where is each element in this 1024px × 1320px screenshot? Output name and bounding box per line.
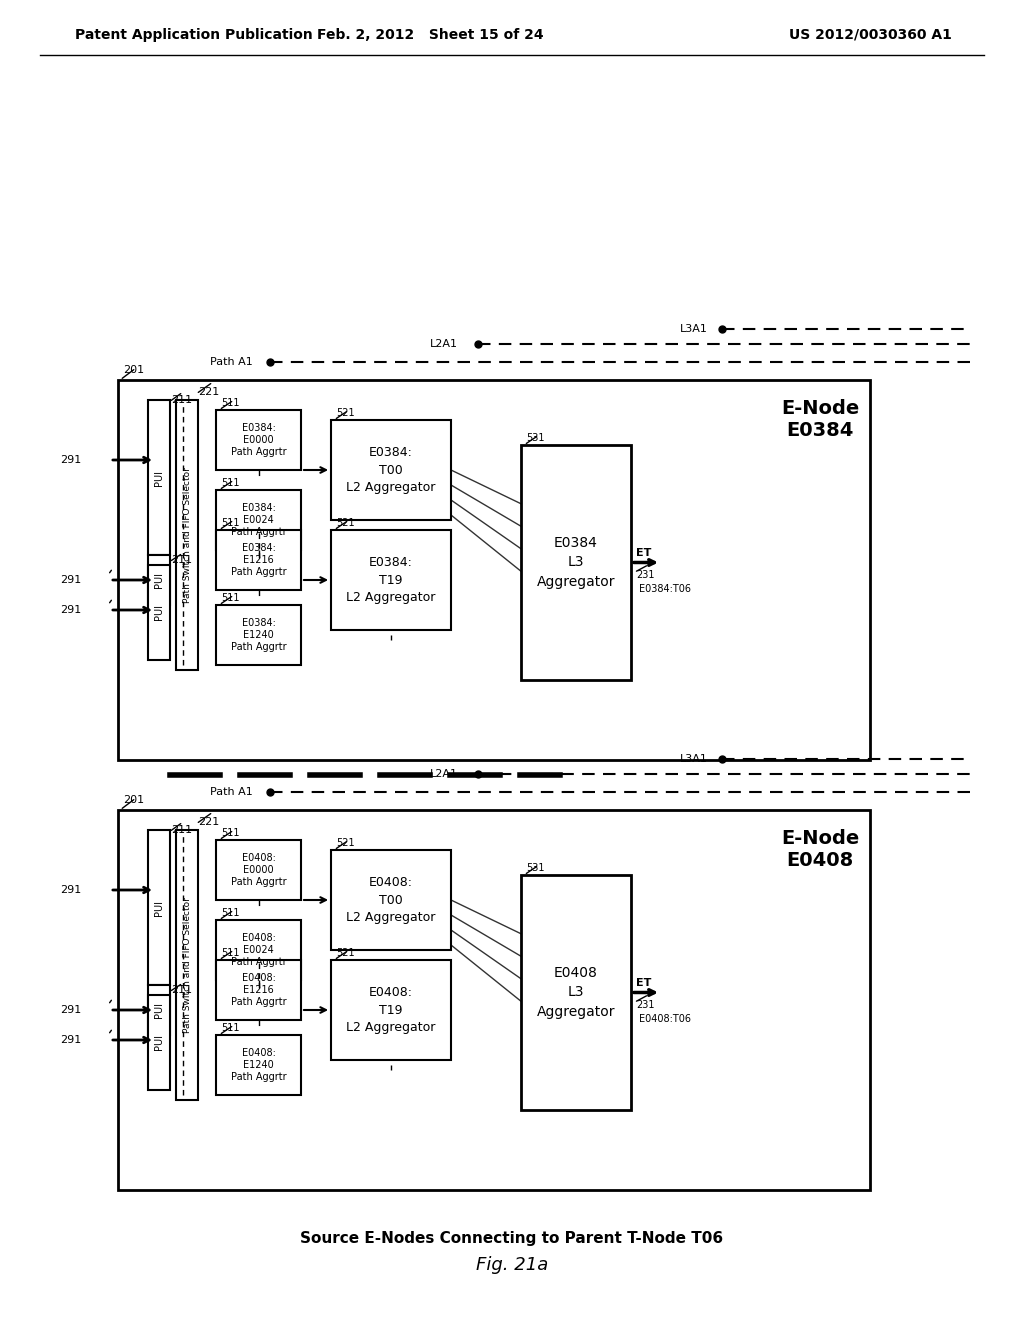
Text: L3A1: L3A1 (680, 754, 708, 764)
Text: 291: 291 (60, 455, 81, 465)
Text: 511: 511 (221, 517, 240, 528)
Text: PUI: PUI (154, 1002, 164, 1018)
Text: E0384:
E1240
Path Aggrtr: E0384: E1240 Path Aggrtr (230, 618, 287, 652)
Text: 511: 511 (221, 593, 240, 603)
Bar (148, 400, 170, 554)
Bar (331, 960, 451, 1060)
Text: 511: 511 (221, 948, 240, 958)
Bar (118, 810, 870, 1191)
Bar (148, 985, 170, 1035)
Bar (176, 400, 198, 671)
Text: 531: 531 (526, 433, 545, 444)
Text: L3A1: L3A1 (680, 323, 708, 334)
Text: E0384
L3
Aggregator: E0384 L3 Aggregator (537, 536, 615, 589)
Bar (216, 920, 301, 979)
Text: Path A1: Path A1 (210, 356, 253, 367)
Text: E-Node
E0408: E-Node E0408 (781, 829, 859, 870)
Text: 211: 211 (171, 395, 193, 405)
Bar (118, 380, 870, 760)
Text: Path Switch and FIFO Selector: Path Switch and FIFO Selector (182, 467, 191, 603)
Text: Patent Application Publication: Patent Application Publication (75, 28, 312, 42)
Text: L2A1: L2A1 (430, 339, 458, 348)
Text: 221: 221 (198, 387, 219, 397)
Bar (331, 850, 451, 950)
Text: 201: 201 (123, 366, 144, 375)
Text: E0408
L3
Aggregator: E0408 L3 Aggregator (537, 966, 615, 1019)
Bar (148, 565, 170, 660)
Text: ET: ET (636, 548, 651, 557)
Text: PUI: PUI (154, 572, 164, 587)
Bar (331, 420, 451, 520)
Text: 211: 211 (171, 985, 193, 995)
Text: E0384:
E0000
Path Aggrtr: E0384: E0000 Path Aggrtr (230, 422, 287, 458)
Text: 521: 521 (336, 408, 354, 418)
Text: E0408:
E1240
Path Aggrtr: E0408: E1240 Path Aggrtr (230, 1048, 287, 1082)
Text: E0408:
E0024
Path Aggrtr: E0408: E0024 Path Aggrtr (230, 933, 287, 968)
Text: E0408:
T19
L2 Aggregator: E0408: T19 L2 Aggregator (346, 986, 435, 1034)
Text: PUI: PUI (154, 470, 164, 486)
Text: 291: 291 (60, 1005, 81, 1015)
Text: 231: 231 (636, 569, 654, 579)
Text: E0408:
E1216
Path Aggrtr: E0408: E1216 Path Aggrtr (230, 973, 287, 1007)
Text: 291: 291 (60, 576, 81, 585)
Text: 291: 291 (60, 605, 81, 615)
Text: 291: 291 (60, 884, 81, 895)
Text: E0384:
T19
L2 Aggregator: E0384: T19 L2 Aggregator (346, 557, 435, 603)
Text: E0408:T06: E0408:T06 (639, 1014, 691, 1023)
Text: 511: 511 (221, 828, 240, 838)
Bar (521, 445, 631, 680)
Bar (148, 995, 170, 1090)
Bar (176, 830, 198, 1100)
Bar (148, 554, 170, 605)
Text: E0384:
E0024
Path Aggrtr: E0384: E0024 Path Aggrtr (230, 503, 287, 537)
Text: L2A1: L2A1 (430, 770, 458, 779)
Text: 221: 221 (198, 817, 219, 828)
Text: E-Node
E0384: E-Node E0384 (781, 400, 859, 441)
Text: PUI: PUI (154, 605, 164, 620)
Text: 531: 531 (526, 863, 545, 873)
Bar (216, 531, 301, 590)
Text: Fig. 21a: Fig. 21a (476, 1257, 548, 1274)
Text: 511: 511 (221, 399, 240, 408)
Text: PUI: PUI (154, 899, 164, 916)
Text: Path A1: Path A1 (210, 787, 253, 797)
Bar (216, 411, 301, 470)
Text: 511: 511 (221, 478, 240, 488)
Text: E0408:
T00
L2 Aggregator: E0408: T00 L2 Aggregator (346, 876, 435, 924)
Text: 521: 521 (336, 948, 354, 958)
Text: Path Switch and FIFO Selector: Path Switch and FIFO Selector (182, 898, 191, 1034)
Text: 291: 291 (60, 1035, 81, 1045)
Text: 201: 201 (123, 795, 144, 805)
Bar (521, 875, 631, 1110)
Text: E0384:
T00
L2 Aggregator: E0384: T00 L2 Aggregator (346, 446, 435, 494)
Text: E0384:
E1216
Path Aggrtr: E0384: E1216 Path Aggrtr (230, 543, 287, 577)
Bar (148, 830, 170, 985)
Text: 511: 511 (221, 1023, 240, 1034)
Bar (216, 960, 301, 1020)
Text: 211: 211 (171, 825, 193, 836)
Text: ET: ET (636, 978, 651, 987)
Text: Source E-Nodes Connecting to Parent T-Node T06: Source E-Nodes Connecting to Parent T-No… (300, 1230, 724, 1246)
Bar (216, 1035, 301, 1096)
Text: 231: 231 (636, 999, 654, 1010)
Bar (216, 840, 301, 900)
Text: US 2012/0030360 A1: US 2012/0030360 A1 (788, 28, 951, 42)
Text: PUI: PUI (154, 1035, 164, 1051)
Bar (331, 531, 451, 630)
Text: E0408:
E0000
Path Aggrtr: E0408: E0000 Path Aggrtr (230, 853, 287, 887)
Text: Feb. 2, 2012   Sheet 15 of 24: Feb. 2, 2012 Sheet 15 of 24 (316, 28, 544, 42)
Bar (216, 605, 301, 665)
Text: 511: 511 (221, 908, 240, 917)
Text: 521: 521 (336, 838, 354, 847)
Text: E0384:T06: E0384:T06 (639, 583, 691, 594)
Bar (216, 490, 301, 550)
Text: 521: 521 (336, 517, 354, 528)
Text: 211: 211 (171, 554, 193, 565)
